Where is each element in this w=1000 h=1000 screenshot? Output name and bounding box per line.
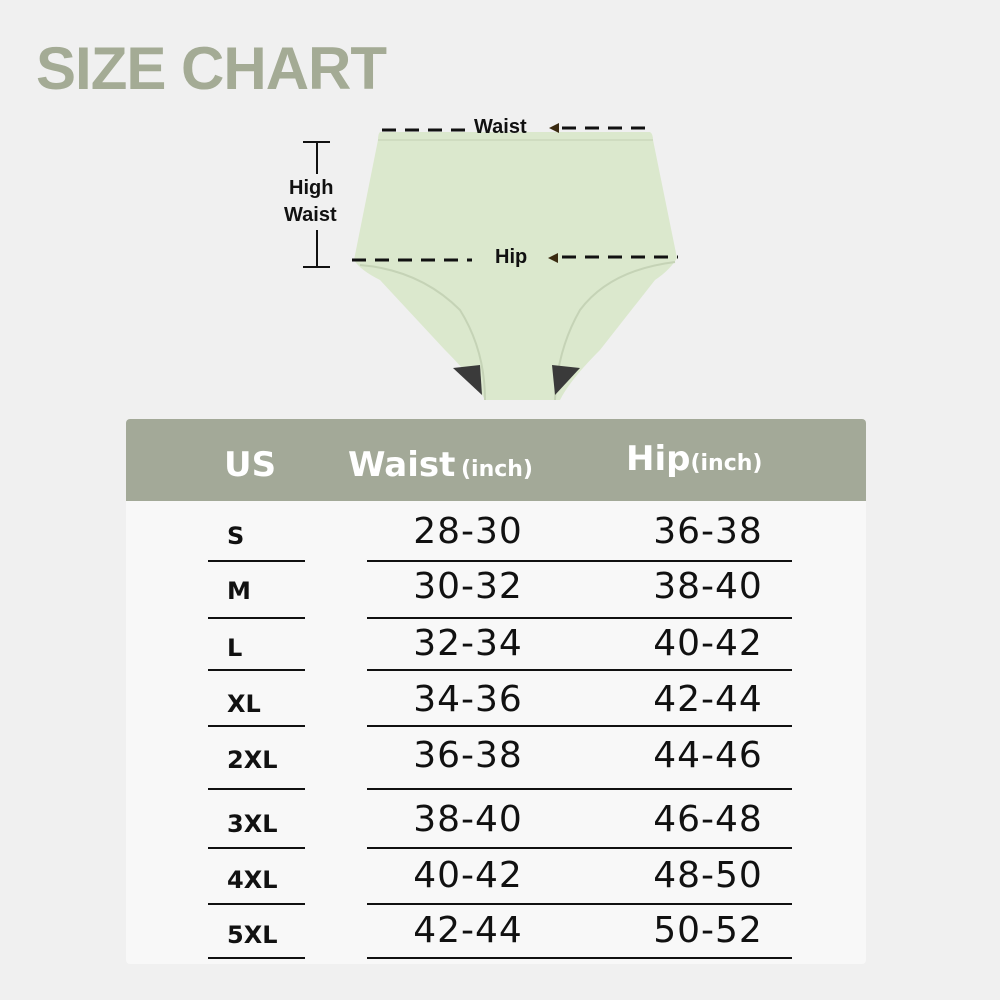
waist-cell: 40-42 — [413, 855, 523, 896]
table-header: US Waist (inch) Hip(inch) — [126, 419, 866, 501]
briefs-illustration — [303, 123, 678, 401]
size-cell: L — [227, 634, 243, 662]
row-divider — [208, 669, 305, 671]
row-divider — [367, 669, 792, 671]
row-divider — [367, 903, 792, 905]
high-waist-label-line2: Waist — [284, 204, 337, 226]
header-waist: Waist (inch) — [348, 445, 533, 485]
waist-cell: 38-40 — [413, 799, 523, 840]
waist-cell: 36-38 — [413, 735, 523, 776]
row-divider — [208, 903, 305, 905]
header-hip-label: Hip — [626, 439, 691, 479]
hip-cell: 48-50 — [653, 855, 763, 896]
size-cell: 5XL — [227, 921, 278, 949]
header-waist-unit: (inch) — [460, 457, 533, 482]
size-cell: 3XL — [227, 810, 278, 838]
page-title: SIZE CHART — [36, 35, 387, 102]
row-divider — [367, 788, 792, 790]
hip-cell: 42-44 — [653, 679, 763, 720]
waist-cell: 32-34 — [413, 623, 523, 664]
row-divider — [367, 560, 792, 562]
row-divider — [208, 847, 305, 849]
row-divider — [208, 617, 305, 619]
size-cell: XL — [227, 690, 261, 718]
header-us-label: US — [224, 445, 277, 485]
header-hip: Hip(inch) — [626, 439, 762, 479]
row-divider — [208, 788, 305, 790]
waist-cell: 42-44 — [413, 910, 523, 951]
row-divider — [367, 847, 792, 849]
size-cell: M — [227, 577, 251, 605]
row-divider — [208, 725, 305, 727]
row-divider — [367, 957, 792, 959]
row-divider — [208, 957, 305, 959]
high-waist-label-line1: High — [289, 177, 334, 199]
size-cell: 2XL — [227, 746, 278, 774]
hip-cell: 50-52 — [653, 910, 763, 951]
hip-cell: 38-40 — [653, 566, 763, 607]
row-divider — [367, 725, 792, 727]
size-cell: 4XL — [227, 866, 278, 894]
header-waist-label: Waist — [348, 445, 456, 485]
waist-cell: 34-36 — [413, 679, 523, 720]
row-divider — [208, 560, 305, 562]
waist-cell: 28-30 — [413, 511, 523, 552]
hip-cell: 36-38 — [653, 511, 763, 552]
waist-label: Waist — [474, 116, 527, 138]
size-table: US Waist (inch) Hip(inch) S 28-30 36-38 M 30… — [126, 419, 866, 964]
waist-cell: 30-32 — [413, 566, 523, 607]
size-cell: S — [227, 522, 245, 550]
row-divider — [367, 617, 792, 619]
header-hip-unit: (inch) — [690, 451, 763, 476]
hip-label: Hip — [495, 246, 528, 268]
garment-diagram: Waist High Waist Hip — [270, 110, 690, 414]
header-us: US — [224, 445, 276, 485]
hip-cell: 40-42 — [653, 623, 763, 664]
hip-cell: 44-46 — [653, 735, 763, 776]
hip-cell: 46-48 — [653, 799, 763, 840]
